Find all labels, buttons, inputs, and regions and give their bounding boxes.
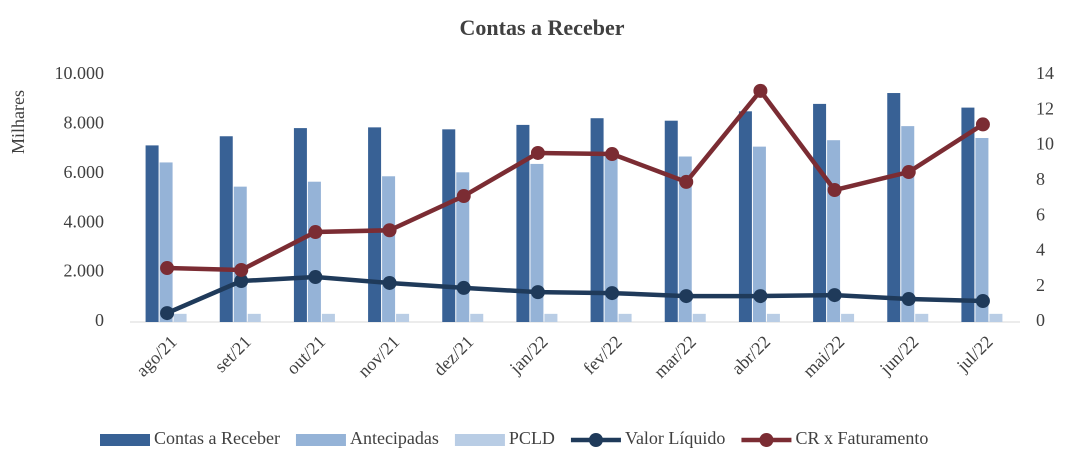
marker: [308, 225, 323, 240]
legend-swatch: [759, 433, 774, 447]
marker: [605, 147, 620, 162]
bar: [516, 124, 530, 322]
bar: [618, 313, 632, 322]
bar: [173, 313, 187, 322]
bar: [307, 181, 321, 322]
marker: [160, 261, 175, 276]
marker: [160, 306, 175, 321]
x-tick-label: fev/22: [579, 332, 626, 379]
y-tick-label: 6.000: [64, 162, 105, 182]
marker: [382, 223, 397, 238]
marker: [234, 262, 249, 277]
legend-label: Contas a Receber: [154, 428, 280, 448]
bar: [368, 127, 382, 322]
y2-tick-label: 14: [1036, 63, 1054, 83]
bar: [664, 120, 678, 322]
marker: [753, 289, 768, 304]
bar: [321, 313, 335, 322]
x-tick-label: jun/22: [875, 332, 922, 379]
bar: [544, 313, 558, 322]
marker: [308, 270, 323, 285]
bar: [738, 111, 752, 323]
line: [166, 274, 983, 316]
y-tick-label: 0: [95, 310, 104, 330]
legend-swatch: [295, 434, 346, 446]
marker: [901, 165, 916, 180]
bar: [887, 93, 901, 322]
x-tick-label: mai/22: [799, 332, 848, 381]
legend-swatch: [588, 433, 603, 447]
marker: [753, 83, 768, 98]
marker: [975, 294, 990, 309]
y2-tick-label: 2: [1036, 275, 1045, 295]
bar: [752, 146, 766, 322]
bar: [975, 137, 989, 322]
line: [167, 87, 985, 273]
bar: [989, 313, 1003, 322]
bar: [233, 186, 247, 322]
y2-tick-label: 6: [1036, 204, 1045, 224]
x-tick-label: ago/21: [132, 332, 181, 381]
bar: [961, 107, 975, 322]
y-tick-label: 2.000: [64, 261, 105, 281]
legend-label: CR x Faturamento: [795, 428, 928, 448]
marker: [975, 117, 990, 132]
y-tick-label: 8.000: [64, 113, 105, 133]
marker: [456, 280, 471, 295]
bar: [813, 103, 827, 322]
marker: [382, 275, 397, 290]
x-tick-label: out/21: [282, 332, 329, 379]
bar: [442, 129, 456, 322]
y-tick-label: 10.000: [55, 63, 105, 83]
y2-tick-label: 8: [1036, 169, 1045, 189]
bar: [159, 162, 173, 322]
y-axis-label: Milhares: [8, 90, 28, 154]
legend-label: Antecipadas: [350, 428, 439, 448]
marker: [827, 288, 842, 303]
x-tick-label: mar/22: [650, 332, 700, 382]
bar: [590, 118, 604, 322]
bar: [382, 176, 396, 322]
y2-tick-label: 10: [1036, 134, 1054, 154]
x-tick-label: jan/22: [505, 332, 552, 379]
x-tick-label: jul/22: [952, 332, 997, 377]
bar: [396, 313, 410, 322]
marker: [456, 189, 471, 204]
x-tick-label: nov/21: [354, 332, 404, 382]
legend-swatch: [100, 434, 150, 446]
bar: [293, 128, 307, 322]
legend-swatch: [454, 434, 505, 446]
bar: [145, 145, 159, 322]
chart-title: Contas a Receber: [460, 15, 625, 40]
x-tick-label: set/21: [210, 332, 255, 377]
marker: [530, 145, 545, 160]
x-tick-label: dez/21: [429, 332, 477, 380]
marker: [530, 285, 545, 300]
bar: [247, 313, 261, 322]
bar: [530, 163, 544, 322]
marker: [679, 174, 694, 189]
y-tick-label: 4.000: [64, 211, 105, 231]
bar: [766, 313, 780, 322]
bar: [678, 156, 692, 322]
x-tick-label: abr/22: [728, 332, 775, 379]
marker: [827, 183, 842, 198]
marker: [234, 273, 249, 288]
y2-tick-label: 4: [1036, 240, 1045, 260]
marker: [605, 286, 620, 301]
bar: [915, 313, 929, 322]
legend-label: PCLD: [509, 428, 555, 448]
marker: [679, 289, 694, 304]
bar: [841, 313, 855, 322]
marker: [901, 292, 916, 307]
y2-tick-label: 0: [1036, 310, 1045, 330]
bar: [604, 151, 618, 322]
bar: [219, 136, 233, 322]
y2-tick-label: 12: [1036, 98, 1054, 118]
bar: [692, 313, 706, 322]
bar: [470, 313, 484, 322]
legend-label: Valor Líquido: [625, 428, 726, 448]
